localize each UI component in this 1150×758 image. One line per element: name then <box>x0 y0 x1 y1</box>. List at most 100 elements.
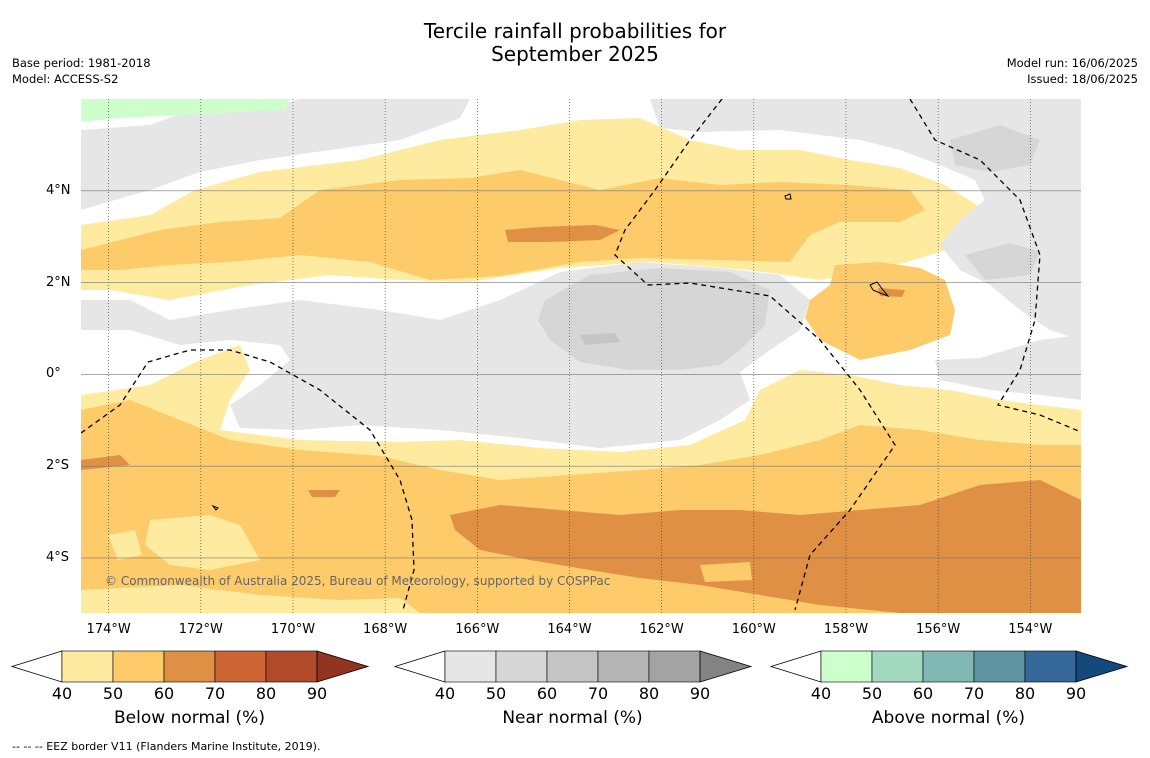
model-run: Model run: 16/06/2025 <box>1006 56 1138 70</box>
near-normal-small-patch <box>870 232 930 262</box>
colorbar-title: Above normal (%) <box>871 708 1026 728</box>
colorbar-under-triangle <box>393 650 446 683</box>
colorbar-tick-label: 70 <box>204 684 226 703</box>
colorbar-tick-label: 60 <box>912 684 934 703</box>
below-normal-50-north-band <box>81 170 925 280</box>
gridlines <box>81 99 1081 613</box>
colorbar-segment <box>214 650 267 683</box>
colorbar-under-triangle <box>10 650 63 683</box>
colorbar-segment <box>61 650 114 683</box>
colorbar-tick-label: 50 <box>102 684 124 703</box>
near-normal-north-area <box>81 99 470 210</box>
colorbar-tick-label: 70 <box>587 684 609 703</box>
below-normal-60-south-belt <box>450 480 1081 613</box>
lon-tick-label: 166°W <box>455 622 500 637</box>
colorbar-tick-label: 90 <box>689 684 711 703</box>
colorbar-over-triangle <box>699 650 753 683</box>
issued-date: Issued: 18/06/2025 <box>1027 72 1138 86</box>
island-southwest <box>211 504 219 511</box>
colorbar-tick-label: 90 <box>306 684 328 703</box>
map-fields <box>81 99 1081 613</box>
model-name: Model: ACCESS-S2 <box>12 72 119 86</box>
colorbar-tick-label: 70 <box>963 684 985 703</box>
colorbar-tick-label: 40 <box>51 684 73 703</box>
lon-tick-label: 172°W <box>178 622 223 637</box>
colorbar-title: Near normal (%) <box>502 708 643 728</box>
island-kiritimati <box>869 281 890 298</box>
colorbar <box>769 650 1129 683</box>
colorbar-segment <box>495 650 548 683</box>
eez-border-central <box>614 99 896 611</box>
copyright-notice: © Commonwealth of Australia 2025, Bureau… <box>105 574 611 588</box>
colorbar-tick-label: 80 <box>638 684 660 703</box>
colorbar-segment <box>922 650 975 683</box>
near-normal-central-darkest <box>580 333 620 345</box>
colorbar-segment <box>444 650 497 683</box>
lon-tick-label: 164°W <box>547 622 592 637</box>
colorbar-segment <box>597 650 650 683</box>
colorbar-tick-label: 80 <box>1014 684 1036 703</box>
colorbar-tick-label: 60 <box>536 684 558 703</box>
meta-right: Model run: 16/06/2025 Issued: 18/06/2025 <box>1007 55 1138 87</box>
meta-left: Base period: 1981-2018 Model: ACCESS-S2 <box>12 55 151 87</box>
below-normal-60-north-patch <box>505 225 620 242</box>
title-line-1: Tercile rainfall probabilities for <box>423 19 727 43</box>
colorbar-title: Below normal (%) <box>114 708 265 728</box>
colorbar <box>10 650 370 683</box>
lon-tick-label: 154°W <box>1008 622 1053 637</box>
colorbar-segment <box>820 650 873 683</box>
colorbar-under-triangle <box>769 650 822 683</box>
colorbar-tick-label: 40 <box>810 684 832 703</box>
colorbar-segment <box>1024 650 1077 683</box>
colorbar-tick-label: 60 <box>153 684 175 703</box>
lon-tick-label: 158°W <box>823 622 869 637</box>
below-normal-40-south-small <box>700 562 752 582</box>
near-normal-central-darker <box>538 268 770 370</box>
lat-tick-label: 2°S <box>46 458 70 474</box>
colorbar-over-triangle <box>1075 650 1129 683</box>
colorbar-segment <box>546 650 599 683</box>
colorbar-tick-label: 40 <box>434 684 456 703</box>
colorbar-segment <box>648 650 701 683</box>
lat-tick-label: 4°S <box>46 549 70 565</box>
near-normal-northeast-darker <box>950 125 1040 172</box>
lon-tick-label: 162°W <box>639 622 684 637</box>
lat-tick-label: 0° <box>46 366 61 382</box>
colorbar <box>393 650 753 683</box>
colorbar-tick-label: 50 <box>861 684 883 703</box>
lat-tick-label: 2°N <box>46 274 71 290</box>
below-normal-40-southwest-strip <box>81 585 420 613</box>
eez-borders <box>81 99 1081 611</box>
lon-tick-label: 160°W <box>731 622 776 637</box>
colorbar-tick-label: 90 <box>1065 684 1087 703</box>
near-normal-east-lower <box>935 335 1081 400</box>
above-normal-40-northwest <box>81 99 290 122</box>
lat-tick-label: 4°N <box>46 182 71 198</box>
eez-border-east <box>909 99 1081 433</box>
lon-tick-label: 174°W <box>86 622 131 637</box>
lon-tick-label: 170°W <box>270 622 316 637</box>
below-normal-40-south-patch-2 <box>108 530 142 560</box>
island-north <box>784 193 792 200</box>
base-period: Base period: 1981-2018 <box>12 56 151 70</box>
below-normal-40-south-patch <box>145 515 260 570</box>
lon-tick-label: 156°W <box>916 622 961 637</box>
below-normal-50-east-patch <box>805 262 955 360</box>
colorbar-tick-label: 80 <box>255 684 277 703</box>
eez-border-west <box>81 349 415 611</box>
colorbar-segment <box>112 650 165 683</box>
title-line-2: September 2025 <box>491 42 659 66</box>
colorbar-segment <box>163 650 216 683</box>
colorbar-segment <box>871 650 924 683</box>
lon-tick-label: 168°W <box>363 622 408 637</box>
colorbar-over-triangle <box>316 650 370 683</box>
colorbar-tick-label: 50 <box>485 684 507 703</box>
near-normal-east-darker <box>965 243 1040 280</box>
colorbars <box>10 650 1129 683</box>
below-normal-60-small-patch <box>308 490 340 497</box>
eez-footnote: -- -- -- EEZ border V11 (Flanders Marine… <box>12 740 321 753</box>
colorbar-segment <box>973 650 1026 683</box>
colorbar-segment <box>265 650 318 683</box>
islands <box>211 193 890 511</box>
